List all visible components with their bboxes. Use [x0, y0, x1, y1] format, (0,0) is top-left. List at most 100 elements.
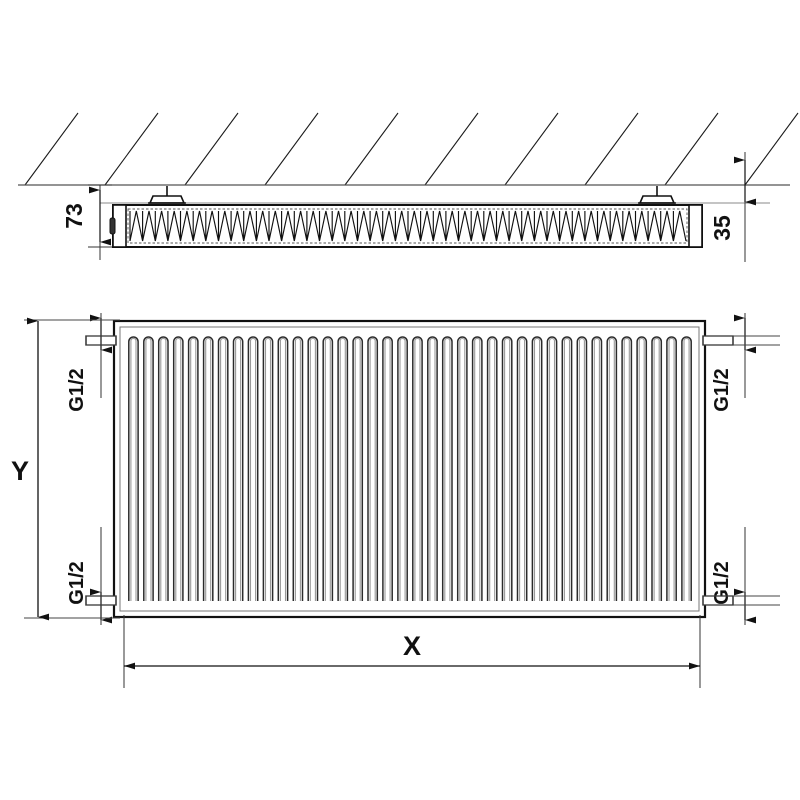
- fin: [486, 336, 498, 601]
- fin: [412, 336, 423, 601]
- fin: [232, 336, 244, 601]
- connection-dim-bottom-right: G1/2: [711, 527, 756, 625]
- fin-shade: [578, 337, 585, 601]
- fin: [651, 336, 663, 601]
- fin-shade: [504, 337, 511, 601]
- fin-shade: [563, 337, 571, 601]
- fin-shade: [683, 337, 690, 601]
- width-dimension-X: X: [123, 615, 701, 688]
- fin-shade: [249, 337, 257, 601]
- fin-shade: [175, 337, 182, 601]
- fin-shade: [220, 337, 227, 601]
- fin: [307, 336, 319, 601]
- fin: [621, 336, 633, 601]
- fin: [337, 336, 349, 601]
- fin: [531, 336, 543, 601]
- fin-shade: [459, 337, 466, 601]
- fin: [546, 336, 558, 601]
- depth-dimension-35: 35: [709, 152, 756, 262]
- fin-shade: [309, 337, 316, 601]
- front-panel-inner-outline: [119, 326, 700, 612]
- top-view-group: 73 35: [18, 112, 799, 262]
- connection-label-top-left: G1/2: [66, 368, 88, 411]
- fin-shade: [384, 337, 391, 601]
- fin-shade: [279, 337, 287, 601]
- fin-shade: [668, 337, 675, 601]
- fin: [157, 336, 169, 601]
- fin: [277, 336, 289, 601]
- wall-hatching: [24, 112, 799, 186]
- wall-bracket-right: [638, 186, 676, 204]
- connection-label-bottom-left: G1/2: [66, 561, 88, 604]
- fin: [187, 336, 199, 601]
- fin: [681, 336, 692, 601]
- connection-label-top-right: G1/2: [711, 368, 733, 411]
- fin-shade: [593, 337, 600, 601]
- front-view-group: G1/2 G1/2 G1/2 G1/2: [11, 313, 780, 688]
- fin: [561, 336, 573, 601]
- height-dimension-Y: Y: [11, 317, 49, 621]
- fin-shade: [354, 337, 361, 601]
- fin: [247, 336, 259, 601]
- fin: [292, 336, 304, 601]
- fin: [606, 336, 618, 601]
- fin-shade: [339, 337, 346, 601]
- fin: [143, 336, 154, 601]
- fin: [367, 336, 379, 601]
- fin-shade: [160, 337, 167, 601]
- fin: [172, 336, 184, 601]
- fin-shade: [190, 337, 197, 601]
- fin-shade: [623, 337, 630, 601]
- fin-shade: [369, 337, 376, 601]
- fin: [471, 336, 483, 601]
- radiator-left-endcap: [109, 204, 127, 248]
- front-fin-pattern: [128, 336, 692, 601]
- fin-shade: [638, 337, 645, 601]
- fin-shade: [519, 337, 526, 601]
- radiator-right-endcap: [688, 204, 703, 248]
- fin-shade: [474, 337, 481, 601]
- fin-shade: [414, 337, 421, 601]
- panel-inner-boundary: [127, 208, 688, 244]
- fin: [322, 336, 334, 601]
- fin-shade: [130, 337, 137, 601]
- height-dimension-Y-label: Y: [11, 456, 29, 486]
- depth-dimension-35-label: 35: [709, 215, 735, 241]
- wall-bracket-left: [148, 186, 186, 204]
- fin: [427, 336, 438, 601]
- convector-fin-pattern: [129, 210, 687, 242]
- fin-shade: [548, 337, 556, 601]
- fin: [128, 336, 139, 601]
- connection-label-bottom-right: G1/2: [711, 561, 733, 604]
- depth-dimension-73-label: 73: [61, 203, 87, 229]
- connection-stub-top-right: [702, 335, 734, 346]
- connection-dim-bottom-left: G1/2: [66, 527, 112, 625]
- fin-shade: [653, 337, 660, 601]
- fin: [456, 336, 468, 601]
- fin: [636, 336, 648, 601]
- fin-shade: [533, 337, 541, 601]
- fin-shade: [145, 337, 152, 601]
- fin: [576, 336, 588, 601]
- fin-shade: [264, 337, 272, 601]
- fin-shade: [444, 337, 451, 601]
- fin-shade: [205, 337, 212, 601]
- fin: [217, 336, 229, 601]
- fin: [202, 336, 214, 601]
- fin-shade: [324, 337, 331, 601]
- fin: [591, 336, 603, 601]
- fin: [441, 336, 453, 601]
- fin: [262, 336, 274, 601]
- fin-shade: [294, 337, 301, 601]
- fin-shade: [489, 337, 496, 601]
- fin: [666, 336, 677, 601]
- fin: [382, 336, 393, 601]
- fin-shade: [429, 337, 436, 601]
- fin: [516, 336, 528, 601]
- convector-fin-path: [129, 210, 687, 242]
- fin-shade: [608, 337, 615, 601]
- fin: [397, 336, 408, 601]
- fin-shade: [399, 337, 406, 601]
